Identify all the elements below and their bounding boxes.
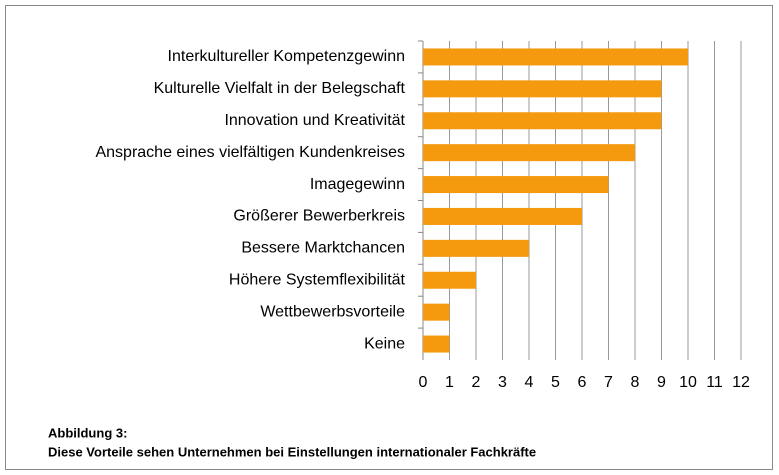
x-tick-label: 5 — [551, 374, 560, 391]
y-tick-label: Imagegewinn — [310, 176, 405, 193]
y-tick-label: Größerer Bewerberkreis — [233, 208, 405, 225]
y-tick-label: Höhere Systemflexibilität — [229, 271, 406, 288]
x-tick-label: 8 — [631, 374, 640, 391]
x-tick-label: 2 — [472, 374, 481, 391]
chart-subtitle: Diese Vorteile sehen Unternehmen bei Ein… — [48, 444, 536, 459]
y-tick-label: Bessere Marktchancen — [241, 240, 405, 257]
x-tick-label: 3 — [498, 374, 507, 391]
y-tick-label: Kulturelle Vielfalt in der Belegschaft — [154, 80, 406, 97]
bar — [423, 303, 450, 321]
x-tick-label: 1 — [445, 374, 454, 391]
chart-title: Abbildung 3: — [48, 425, 127, 440]
x-tick-label: 9 — [657, 374, 666, 391]
y-tick-label: Interkultureller Kompetenzgewinn — [168, 48, 405, 65]
frame — [5, 5, 773, 470]
x-tick-label: 4 — [525, 374, 534, 391]
bar — [423, 239, 529, 257]
bar — [423, 176, 609, 194]
y-tick-label: Ansprache eines vielfältigen Kundenkreis… — [95, 144, 405, 161]
bar — [423, 207, 582, 225]
bar — [423, 80, 662, 98]
y-tick-label: Wettbewerbsvorteile — [260, 303, 405, 320]
bar — [423, 335, 450, 353]
bar — [423, 48, 688, 66]
x-tick-label: 11 — [706, 374, 723, 391]
x-tick-label: 12 — [732, 374, 750, 391]
bar — [423, 144, 635, 162]
y-tick-label: Keine — [364, 335, 405, 352]
y-tick-label: Innovation und Kreativität — [224, 112, 405, 129]
x-tick-label: 7 — [604, 374, 613, 391]
x-tick-label: 0 — [419, 374, 428, 391]
x-tick-label: 6 — [578, 374, 587, 391]
bar — [423, 271, 476, 289]
x-tick-label: 10 — [679, 374, 697, 391]
bar — [423, 112, 662, 130]
